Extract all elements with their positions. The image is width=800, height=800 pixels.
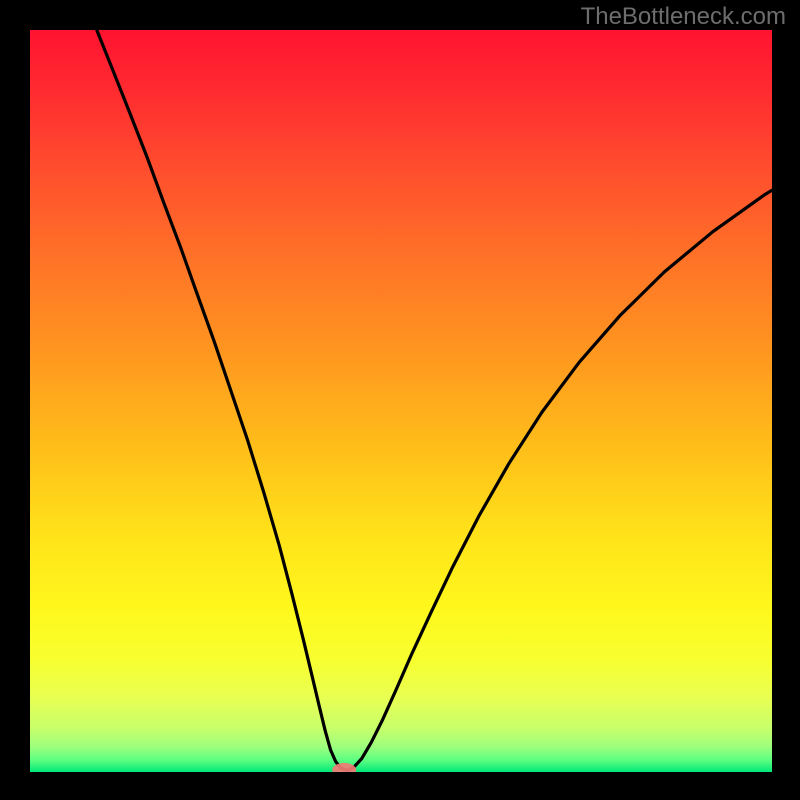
watermark-text: TheBottleneck.com	[581, 3, 786, 31]
plot-area	[30, 30, 772, 772]
plot-svg	[30, 30, 772, 772]
chart-stage: TheBottleneck.com	[0, 0, 800, 800]
